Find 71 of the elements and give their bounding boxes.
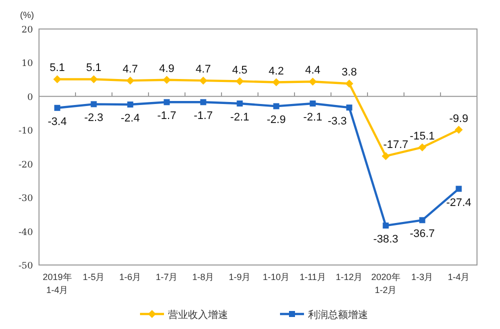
x-tick-label: 1-11月 <box>300 272 326 282</box>
y-tick-label: 20 <box>22 26 34 36</box>
y-axis-title: (%) <box>20 10 34 20</box>
data-label: -2.3 <box>84 112 104 124</box>
data-label: -1.7 <box>194 110 213 122</box>
data-label: -2.1 <box>230 112 250 124</box>
y-tick-label: -10 <box>18 126 34 137</box>
point <box>54 104 60 111</box>
point <box>90 75 98 84</box>
data-label: -2.1 <box>303 112 322 124</box>
data-label: -3.3 <box>328 116 347 128</box>
x-tick-label: 1-3月 <box>411 272 434 282</box>
data-label: 4.7 <box>196 64 211 76</box>
point <box>126 76 134 85</box>
point <box>418 143 426 152</box>
point <box>310 100 316 107</box>
point <box>127 102 134 108</box>
data-label: -36.7 <box>410 228 435 240</box>
x-tick-label: 2019年 1-4月 <box>42 272 72 295</box>
y-tick-label: 0 <box>27 92 34 103</box>
x-tick-label: 1-12月 <box>336 272 363 282</box>
point <box>308 78 317 86</box>
data-label: 4.4 <box>305 64 320 77</box>
x-tick-label: 2020年 1-2月 <box>371 272 400 295</box>
point <box>273 103 280 110</box>
data-label: -9.9 <box>449 112 468 125</box>
point <box>382 222 389 229</box>
data-label: -2.4 <box>120 112 140 125</box>
x-tick-label: 1-5月 <box>82 272 105 282</box>
data-label: 5.1 <box>50 62 65 74</box>
point <box>382 152 390 160</box>
data-label: -17.7 <box>383 139 408 152</box>
x-tick-label: 1-4月 <box>448 272 470 282</box>
point <box>454 126 463 134</box>
point <box>345 80 354 88</box>
point <box>90 101 97 108</box>
x-tick-label: 1-10月 <box>262 272 290 282</box>
point <box>272 78 280 86</box>
point <box>236 100 243 107</box>
data-label: 4.9 <box>159 62 174 75</box>
x-tick-label: 1-6月 <box>119 272 142 282</box>
y-tick-label: -30 <box>18 194 34 204</box>
data-label: -38.3 <box>373 234 398 246</box>
point <box>199 76 208 85</box>
legend-label: 利润总额增速 <box>308 309 368 321</box>
point <box>162 76 171 84</box>
data-label: 4.7 <box>122 64 138 76</box>
data-label: -15.1 <box>410 130 435 142</box>
data-label: 5.1 <box>86 62 102 74</box>
x-tick-label: 1-8月 <box>192 272 214 282</box>
point <box>236 77 244 86</box>
data-label: -3.4 <box>48 116 67 128</box>
point <box>419 217 426 224</box>
data-label: 3.8 <box>342 66 357 79</box>
y-tick-label: 10 <box>22 59 34 70</box>
y-tick-label: -40 <box>18 228 34 238</box>
y-tick-label: -50 <box>18 262 34 272</box>
point <box>346 104 352 111</box>
x-tick-label: 1-7月 <box>156 272 178 282</box>
legend-label: 营业收入增速 <box>168 309 228 321</box>
data-label: 4.5 <box>232 64 248 76</box>
x-tick-label: 1-9月 <box>228 272 251 282</box>
point <box>164 99 170 106</box>
data-label: 4.2 <box>268 65 284 78</box>
y-tick-label: -20 <box>18 160 34 170</box>
point <box>200 99 206 106</box>
data-label: -1.7 <box>157 110 176 122</box>
point <box>53 75 62 84</box>
data-label: -27.4 <box>446 196 472 209</box>
point <box>456 186 462 192</box>
data-label: -2.9 <box>266 114 286 126</box>
